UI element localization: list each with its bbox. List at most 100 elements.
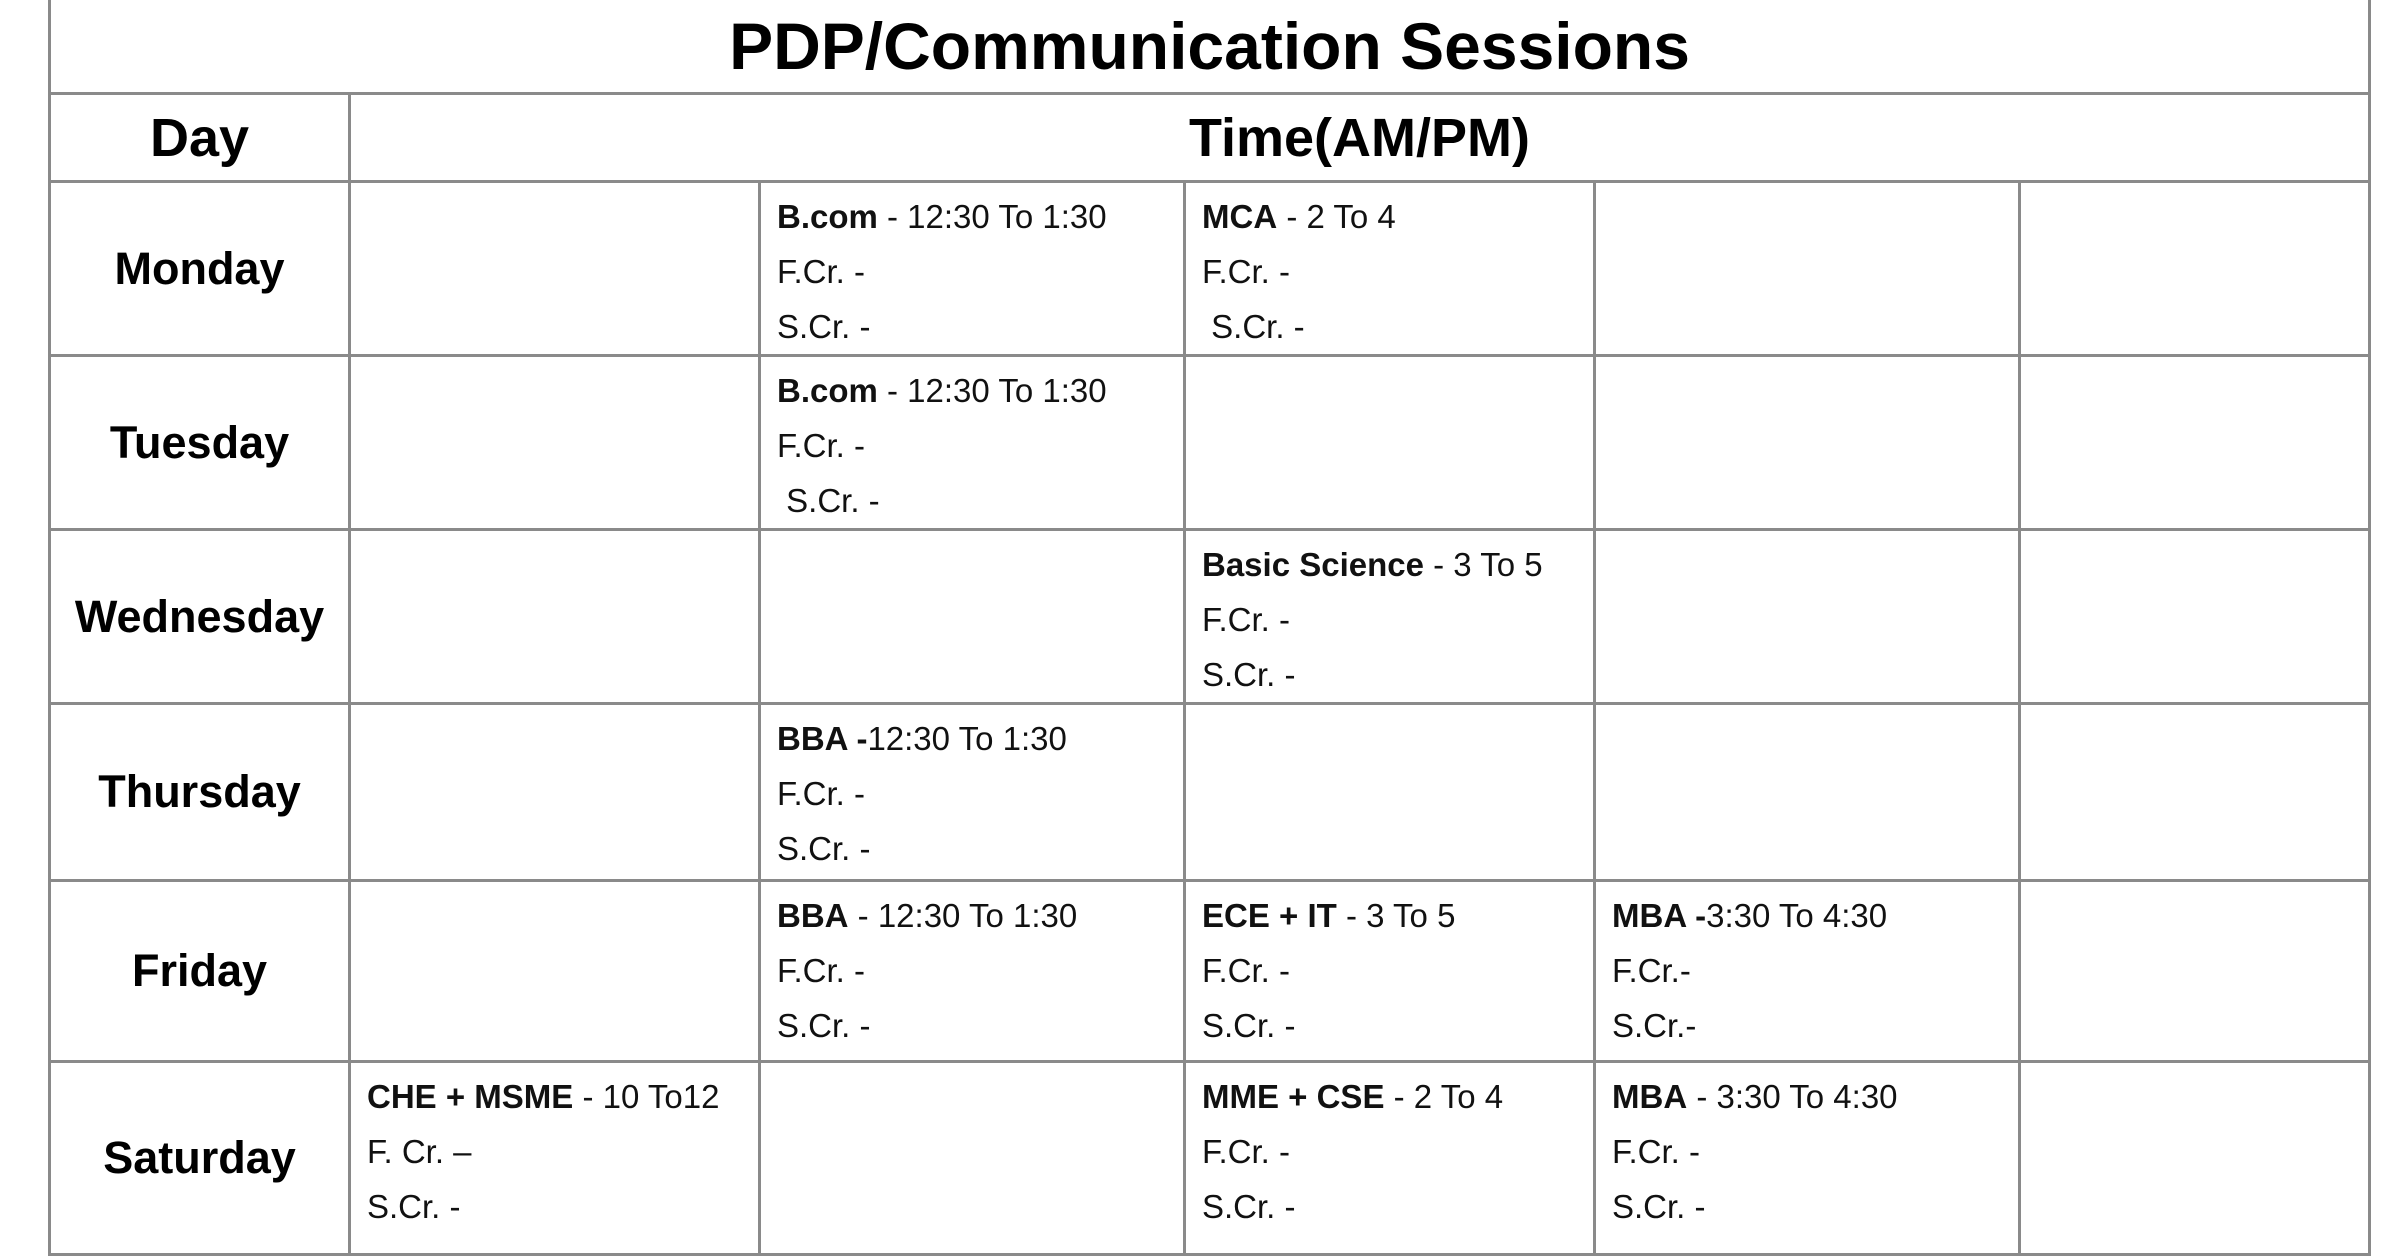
second-credit: S.Cr. - <box>777 1007 871 1044</box>
day-label: Monday <box>48 180 351 357</box>
page-title: PDP/Communication Sessions <box>47 0 2372 95</box>
second-credit: S.Cr. - <box>777 482 880 519</box>
schedule-row-tuesday: Tuesday B.com - 12:30 To 1:30 F.Cr. - S.Cr… <box>48 354 2372 531</box>
time-slot-cell: BBA -12:30 To 1:30 F.Cr. - S.Cr. - <box>758 702 1186 882</box>
time-slot-cell <box>348 702 761 882</box>
time-slot-cell: B.com - 12:30 To 1:30 F.Cr. - S.Cr. - <box>758 180 1186 357</box>
time-slot-cell: CHE + MSME - 10 To12 F. Cr. – S.Cr. - <box>348 1060 761 1256</box>
program-name: MCA <box>1202 198 1278 235</box>
session-heading: MME + CSE - 2 To 4 <box>1202 1069 1593 1124</box>
program-name: ECE + IT <box>1202 897 1337 934</box>
time-slot-cell <box>1593 180 2021 357</box>
session-entry: ECE + IT - 3 To 5 F.Cr. - S.Cr. - <box>1186 882 1593 1053</box>
time-slot-cell <box>348 879 761 1063</box>
program-name: CHE + MSME <box>367 1078 574 1115</box>
session-heading: B.com - 12:30 To 1:30 <box>777 189 1183 244</box>
schedule-row-saturday: Saturday CHE + MSME - 10 To12 F. Cr. – S.Cr… <box>48 1060 2372 1256</box>
session-entry: CHE + MSME - 10 To12 F. Cr. – S.Cr. - <box>351 1063 758 1234</box>
session-entry: MBA -3:30 To 4:30 F.Cr.- S.Cr.- <box>1596 882 2018 1053</box>
second-credit: S.Cr. - <box>1202 1188 1296 1225</box>
time-slot-cell <box>758 1060 1186 1256</box>
session-time: 12:30 To 1:30 <box>867 720 1067 757</box>
time-slot-cell: MBA -3:30 To 4:30 F.Cr.- S.Cr.- <box>1593 879 2021 1063</box>
time-slot-cell <box>348 180 761 357</box>
program-name: B.com <box>777 198 878 235</box>
time-slot-cell <box>1593 354 2021 531</box>
time-slot-cell <box>1183 354 1596 531</box>
session-heading: MBA - 3:30 To 4:30 <box>1612 1069 2018 1124</box>
time-slot-cell <box>1183 702 1596 882</box>
program-name: B.com <box>777 372 878 409</box>
session-time: - 12:30 To 1:30 <box>848 897 1078 934</box>
session-time: - 12:30 To 1:30 <box>877 372 1107 409</box>
time-slot-cell: B.com - 12:30 To 1:30 F.Cr. - S.Cr. - <box>758 354 1186 531</box>
session-heading: B.com - 12:30 To 1:30 <box>777 363 1183 418</box>
time-slot-cell <box>2017 528 2372 705</box>
time-slot-cell <box>2017 1060 2372 1256</box>
session-heading: Basic Science - 3 To 5 <box>1202 537 1593 592</box>
time-slot-cell <box>348 528 761 705</box>
first-credit: F.Cr. - <box>777 427 865 464</box>
first-credit: F.Cr. - <box>1202 601 1290 638</box>
session-entry: B.com - 12:30 To 1:30 F.Cr. - S.Cr. - <box>761 357 1183 528</box>
program-name: BBA <box>777 897 849 934</box>
time-slot-cell: MCA - 2 To 4 F.Cr. - S.Cr. - <box>1183 180 1596 357</box>
session-entry: BBA -12:30 To 1:30 F.Cr. - S.Cr. - <box>761 705 1183 876</box>
program-name: MBA - <box>1612 897 1707 934</box>
session-heading: BBA -12:30 To 1:30 <box>777 711 1183 766</box>
session-time: - 3 To 5 <box>1336 897 1456 934</box>
session-time: - 12:30 To 1:30 <box>877 198 1107 235</box>
time-column-header: Time(AM/PM) <box>347 92 2372 183</box>
first-credit: F.Cr. - <box>777 952 865 989</box>
session-heading: MCA - 2 To 4 <box>1202 189 1593 244</box>
session-time: - 2 To 4 <box>1384 1078 1504 1115</box>
time-slot-cell <box>348 354 761 531</box>
time-slot-cell: MBA - 3:30 To 4:30 F.Cr. - S.Cr. - <box>1593 1060 2021 1256</box>
day-label: Thursday <box>48 702 351 882</box>
schedule-row-friday: Friday BBA - 12:30 To 1:30 F.Cr. - S.Cr. -E… <box>48 879 2372 1063</box>
first-credit: F.Cr. - <box>777 775 865 812</box>
second-credit: S.Cr. - <box>777 830 871 867</box>
first-credit: F.Cr.- <box>1612 952 1691 989</box>
second-credit: S.Cr. - <box>1202 308 1305 345</box>
schedule-sheet: PDP/Communication Sessions Day Time(AM/P… <box>47 0 2372 1256</box>
session-heading: MBA -3:30 To 4:30 <box>1612 888 2018 943</box>
first-credit: F.Cr. - <box>777 253 865 290</box>
time-slot-cell: Basic Science - 3 To 5 F.Cr. - S.Cr. - <box>1183 528 1596 705</box>
session-entry: B.com - 12:30 To 1:30 F.Cr. - S.Cr. - <box>761 183 1183 354</box>
time-slot-cell <box>1593 528 2021 705</box>
day-label: Friday <box>48 879 351 1063</box>
program-name: Basic Science <box>1202 546 1424 583</box>
second-credit: S.Cr. - <box>1612 1188 1706 1225</box>
day-label: Tuesday <box>48 354 351 531</box>
first-credit: F. Cr. – <box>367 1133 472 1170</box>
time-slot-cell <box>2017 354 2372 531</box>
time-slot-cell: MME + CSE - 2 To 4 F.Cr. - S.Cr. - <box>1183 1060 1596 1256</box>
second-credit: S.Cr.- <box>1612 1007 1697 1044</box>
first-credit: F.Cr. - <box>1202 253 1290 290</box>
second-credit: S.Cr. - <box>777 308 871 345</box>
session-heading: ECE + IT - 3 To 5 <box>1202 888 1593 943</box>
first-credit: F.Cr. - <box>1202 952 1290 989</box>
second-credit: S.Cr. - <box>1202 1007 1296 1044</box>
second-credit: S.Cr. - <box>367 1188 461 1225</box>
session-time: - 10 To12 <box>573 1078 720 1115</box>
session-entry: BBA - 12:30 To 1:30 F.Cr. - S.Cr. - <box>761 882 1183 1053</box>
session-heading: CHE + MSME - 10 To12 <box>367 1069 758 1124</box>
time-slot-cell <box>2017 180 2372 357</box>
time-slot-cell <box>2017 702 2372 882</box>
session-entry: MME + CSE - 2 To 4 F.Cr. - S.Cr. - <box>1186 1063 1593 1234</box>
schedule-row-wednesday: Wednesday Basic Science - 3 To 5 F.Cr. - S.… <box>48 528 2372 705</box>
session-time: - 3:30 To 4:30 <box>1687 1078 1898 1115</box>
time-slot-cell: BBA - 12:30 To 1:30 F.Cr. - S.Cr. - <box>758 879 1186 1063</box>
session-time: - 2 To 4 <box>1277 198 1396 235</box>
day-column-header: Day <box>48 92 351 183</box>
schedule-row-thursday: Thursday BBA -12:30 To 1:30 F.Cr. - S.Cr. - <box>48 702 2372 882</box>
schedule-row-monday: Monday B.com - 12:30 To 1:30 F.Cr. - S.Cr. … <box>48 180 2372 357</box>
session-entry: MCA - 2 To 4 F.Cr. - S.Cr. - <box>1186 183 1593 354</box>
program-name: MBA <box>1612 1078 1688 1115</box>
session-heading: BBA - 12:30 To 1:30 <box>777 888 1183 943</box>
session-time: - 3 To 5 <box>1423 546 1543 583</box>
day-label: Wednesday <box>48 528 351 705</box>
time-slot-cell <box>758 528 1186 705</box>
